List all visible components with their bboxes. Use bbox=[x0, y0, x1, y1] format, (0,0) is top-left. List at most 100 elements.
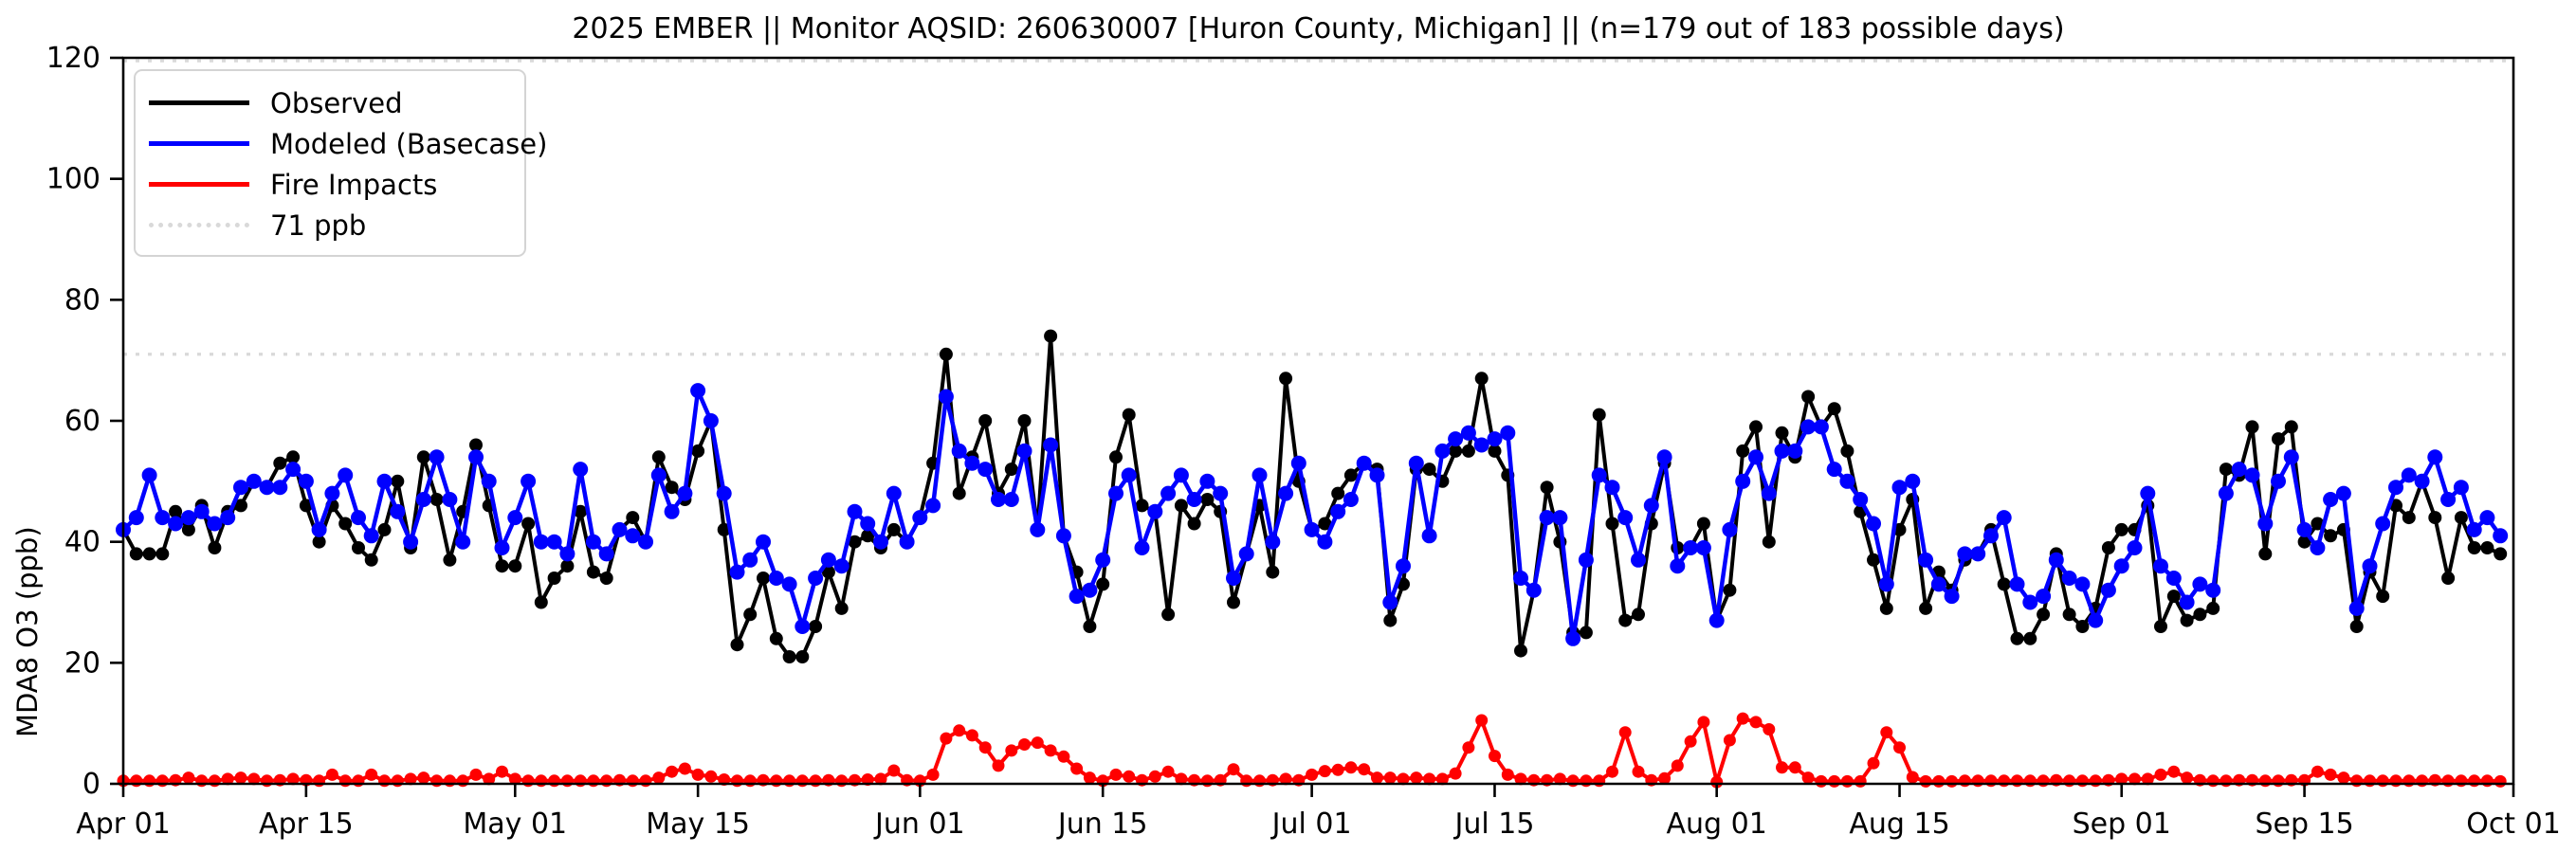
data-point bbox=[861, 529, 875, 543]
data-point bbox=[1540, 481, 1554, 495]
data-point bbox=[272, 480, 288, 496]
data-point bbox=[2219, 463, 2233, 477]
data-point bbox=[585, 534, 601, 550]
data-point bbox=[391, 474, 405, 488]
data-point bbox=[469, 438, 483, 452]
data-point bbox=[2480, 774, 2494, 788]
legend-line-modeled-icon bbox=[149, 141, 249, 146]
data-point bbox=[665, 481, 679, 495]
data-point bbox=[1776, 761, 1788, 774]
data-point bbox=[2193, 608, 2207, 622]
data-point bbox=[1448, 431, 1464, 447]
data-point bbox=[938, 389, 954, 405]
data-point bbox=[2272, 774, 2285, 788]
data-point bbox=[404, 772, 417, 786]
data-point bbox=[1735, 473, 1751, 489]
data-point bbox=[1371, 771, 1383, 785]
data-point bbox=[835, 774, 849, 788]
data-point bbox=[1658, 771, 1672, 785]
data-point bbox=[1893, 741, 1906, 754]
data-point bbox=[195, 774, 209, 788]
data-point bbox=[338, 467, 354, 483]
data-point bbox=[1748, 449, 1763, 465]
data-point bbox=[2258, 547, 2273, 561]
y-axis: 0 20 40 60 80 100 120 bbox=[46, 42, 123, 801]
data-point bbox=[2140, 485, 2156, 501]
data-point bbox=[768, 571, 784, 586]
data-point bbox=[598, 546, 614, 562]
data-point bbox=[2220, 774, 2233, 788]
data-point bbox=[247, 772, 261, 786]
data-point bbox=[548, 774, 561, 788]
data-point bbox=[1449, 444, 1463, 458]
data-point bbox=[1161, 608, 1176, 622]
data-point bbox=[717, 522, 731, 536]
data-point bbox=[325, 768, 338, 781]
data-point bbox=[690, 383, 706, 399]
data-point bbox=[1946, 774, 1959, 788]
data-point bbox=[130, 774, 143, 788]
data-point bbox=[2427, 449, 2443, 465]
data-point bbox=[390, 503, 406, 519]
data-point bbox=[2335, 485, 2351, 501]
data-point bbox=[1930, 576, 1946, 592]
data-point bbox=[468, 449, 484, 465]
data-point bbox=[560, 559, 575, 573]
data-point bbox=[2466, 521, 2482, 537]
data-point bbox=[887, 764, 901, 777]
data-point bbox=[1279, 772, 1292, 786]
data-point bbox=[1749, 420, 1763, 434]
data-point bbox=[586, 565, 600, 579]
data-point bbox=[2037, 774, 2050, 788]
data-point bbox=[2455, 774, 2468, 788]
data-point bbox=[1109, 768, 1123, 781]
data-point bbox=[2493, 528, 2509, 544]
data-point bbox=[1501, 768, 1514, 781]
data-point bbox=[678, 762, 691, 775]
data-point bbox=[1944, 589, 1960, 605]
data-point bbox=[2402, 774, 2416, 788]
data-point bbox=[2454, 511, 2468, 525]
data-point bbox=[599, 572, 613, 585]
data-point bbox=[925, 498, 941, 514]
data-point bbox=[704, 770, 718, 783]
data-point bbox=[481, 473, 497, 489]
data-point bbox=[2141, 772, 2154, 786]
data-point bbox=[600, 774, 613, 788]
data-point bbox=[1200, 493, 1215, 506]
data-point bbox=[129, 547, 143, 561]
data-point bbox=[666, 765, 679, 778]
data-point bbox=[939, 347, 953, 361]
data-point bbox=[377, 522, 392, 536]
data-point bbox=[456, 774, 469, 788]
data-point bbox=[1123, 770, 1136, 783]
data-point bbox=[142, 547, 156, 561]
data-point bbox=[2166, 590, 2181, 604]
data-point bbox=[1122, 408, 1136, 422]
data-point bbox=[455, 534, 471, 550]
data-point bbox=[443, 553, 457, 567]
data-point bbox=[1253, 774, 1266, 788]
data-point bbox=[2009, 576, 2025, 592]
data-point bbox=[2100, 582, 2116, 598]
data-point bbox=[992, 759, 1005, 772]
data-point bbox=[2153, 558, 2168, 574]
data-point bbox=[2364, 774, 2376, 788]
data-point bbox=[2048, 552, 2064, 568]
series-modeled-basecase bbox=[116, 383, 2509, 646]
data-point bbox=[742, 552, 758, 568]
data-point bbox=[2075, 620, 2090, 633]
data-point bbox=[1932, 774, 1946, 788]
data-point bbox=[363, 528, 379, 544]
data-point bbox=[533, 534, 549, 550]
data-point bbox=[338, 517, 353, 531]
data-point bbox=[2010, 631, 2024, 645]
data-point bbox=[1227, 763, 1240, 776]
data-point bbox=[2089, 774, 2102, 788]
data-point bbox=[1774, 443, 1790, 459]
data-point bbox=[2206, 601, 2220, 615]
data-point bbox=[2284, 420, 2298, 434]
data-point bbox=[285, 462, 301, 478]
data-point bbox=[1422, 463, 1436, 477]
data-point bbox=[1879, 601, 1893, 615]
